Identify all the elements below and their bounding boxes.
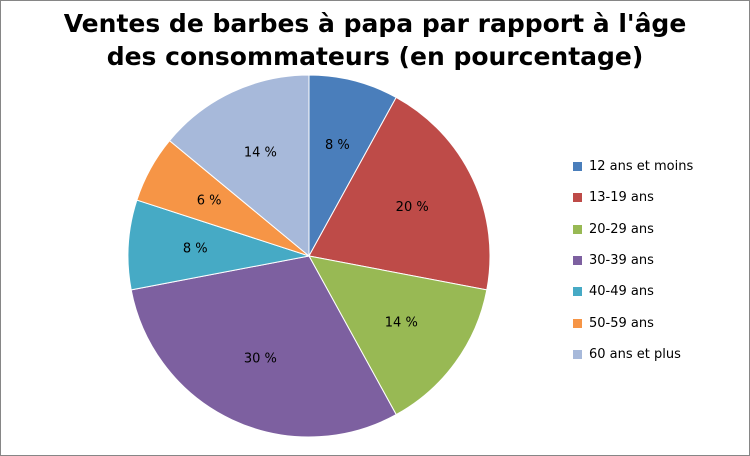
data-label-1: 8 % bbox=[325, 138, 350, 153]
legend-label: 30-39 ans bbox=[589, 253, 654, 269]
chart-title-line-1: Ventes de barbes à papa par rapport à l'… bbox=[63, 9, 687, 38]
legend-swatch bbox=[573, 193, 582, 203]
legend-item: 13-19 ans bbox=[573, 182, 693, 213]
legend-item: 20-29 ans bbox=[573, 214, 693, 245]
pie-slice-4 bbox=[130, 255, 397, 438]
legend-item: 12 ans et moins bbox=[573, 151, 693, 182]
chart-title: Ventes de barbes à papa par rapport à l'… bbox=[1, 7, 749, 73]
pie-slice-2 bbox=[308, 96, 491, 291]
pie-slice-3 bbox=[308, 255, 488, 416]
data-label-2: 20 % bbox=[396, 200, 429, 215]
legend: 12 ans et moins 13-19 ans 20-29 ans 30-39 a… bbox=[573, 151, 693, 370]
legend-item: 30-39 ans bbox=[573, 245, 693, 276]
legend-swatch bbox=[573, 256, 582, 266]
pie-slice-1 bbox=[308, 74, 397, 257]
legend-swatch bbox=[573, 318, 582, 328]
legend-label: 12 ans et moins bbox=[589, 159, 694, 175]
chart-title-line-2: des consommateurs (en pourcentage) bbox=[106, 42, 644, 71]
legend-item: 60 ans et plus bbox=[573, 339, 693, 370]
legend-swatch bbox=[573, 224, 582, 234]
data-label-7: 14 % bbox=[244, 145, 277, 160]
data-label-3: 14 % bbox=[385, 316, 418, 331]
legend-label: 40-49 ans bbox=[589, 284, 654, 300]
legend-label: 50-59 ans bbox=[589, 315, 654, 331]
data-label-5: 8 % bbox=[183, 241, 208, 256]
data-label-4: 30 % bbox=[244, 352, 277, 367]
legend-label: 13-19 ans bbox=[589, 190, 654, 206]
legend-item: 50-59 ans bbox=[573, 307, 693, 338]
legend-item: 40-49 ans bbox=[573, 276, 693, 307]
pie-slice-5 bbox=[127, 199, 310, 291]
data-label-6: 6 % bbox=[197, 194, 222, 209]
pie-slices bbox=[127, 74, 491, 438]
legend-label: 60 ans et plus bbox=[589, 346, 681, 362]
legend-swatch bbox=[573, 162, 582, 172]
legend-swatch bbox=[573, 287, 582, 297]
pie-slice-7 bbox=[168, 74, 310, 258]
pie-data-labels: 8 % 20 % 14 % 30 % 8 % 6 % 14 % bbox=[183, 138, 429, 367]
legend-label: 20-29 ans bbox=[589, 221, 654, 237]
legend-swatch bbox=[573, 349, 582, 359]
